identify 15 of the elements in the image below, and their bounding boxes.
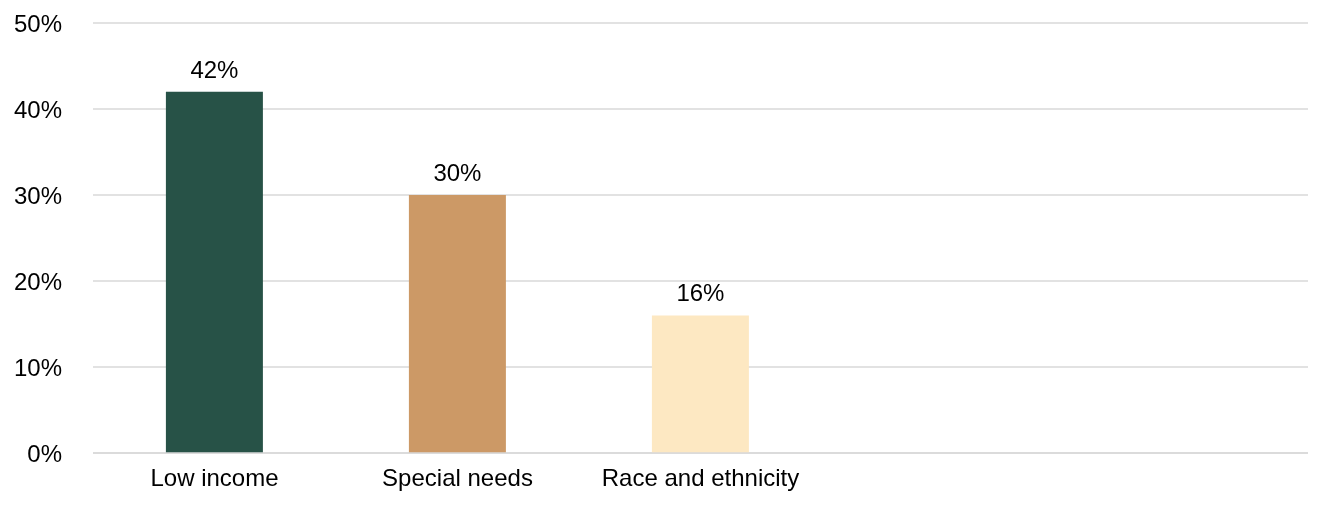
x-tick-label: Special needs [382, 464, 533, 492]
y-tick-label: 30% [13, 181, 62, 209]
data-label: 42% [190, 55, 239, 83]
data-label: 30% [433, 159, 482, 186]
y-tick-label: 0% [27, 439, 62, 467]
x-tick-label: Low income [150, 464, 279, 492]
bar [408, 195, 506, 453]
data-label: 16% [676, 279, 725, 307]
bar [165, 91, 263, 453]
y-tick-label: 50% [13, 9, 62, 37]
x-tick-label: Race and ethnicity [601, 464, 800, 492]
y-tick-label: 10% [13, 353, 62, 381]
bar [651, 315, 749, 453]
y-tick-label: 20% [13, 267, 62, 295]
y-tick-label: 40% [13, 95, 62, 123]
